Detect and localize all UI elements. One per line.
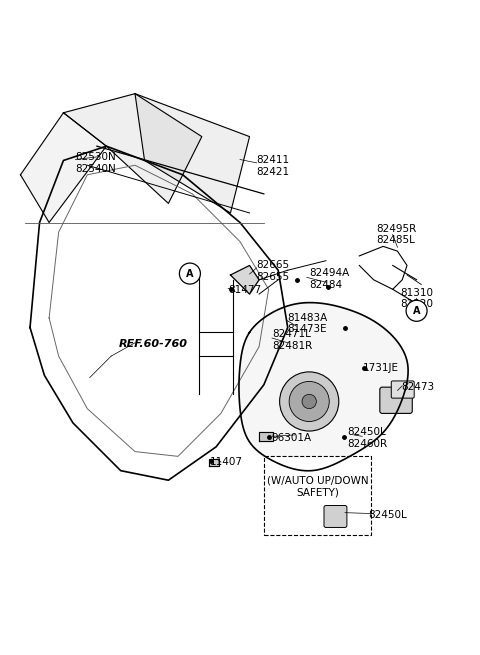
Text: (W/AUTO UP/DOWN
SAFETY): (W/AUTO UP/DOWN SAFETY) — [267, 476, 369, 497]
Polygon shape — [209, 458, 218, 466]
Text: A: A — [186, 269, 193, 278]
FancyBboxPatch shape — [391, 381, 414, 398]
Circle shape — [180, 263, 200, 284]
FancyBboxPatch shape — [264, 457, 372, 535]
Circle shape — [406, 300, 427, 322]
Text: 82450L: 82450L — [368, 510, 407, 519]
FancyBboxPatch shape — [380, 387, 412, 413]
Circle shape — [302, 394, 316, 409]
Text: 82530N
82540N: 82530N 82540N — [75, 152, 116, 174]
Text: 11407: 11407 — [210, 457, 243, 467]
FancyBboxPatch shape — [324, 506, 347, 527]
Text: 81477: 81477 — [228, 286, 261, 295]
Text: REF.60-760: REF.60-760 — [118, 339, 187, 349]
Polygon shape — [21, 113, 107, 223]
Text: 82665
82655: 82665 82655 — [257, 261, 290, 282]
Text: 82473: 82473 — [401, 382, 434, 392]
Circle shape — [280, 372, 339, 431]
Text: 82495R
82485L: 82495R 82485L — [376, 223, 416, 245]
Polygon shape — [239, 303, 408, 471]
Text: 1731JE: 1731JE — [363, 363, 399, 373]
Text: 82450L
82460R: 82450L 82460R — [348, 428, 387, 449]
Polygon shape — [135, 94, 250, 213]
Text: 82494A
82484: 82494A 82484 — [309, 268, 349, 290]
Text: 82411
82421: 82411 82421 — [257, 155, 290, 177]
Polygon shape — [259, 432, 274, 441]
Text: 81483A
81473E: 81483A 81473E — [287, 313, 327, 335]
Polygon shape — [230, 265, 259, 294]
Circle shape — [289, 381, 329, 422]
Text: 82471L
82481R: 82471L 82481R — [272, 329, 312, 350]
Text: A: A — [413, 306, 420, 316]
Text: 81310
81320: 81310 81320 — [400, 288, 433, 309]
Text: 96301A: 96301A — [271, 433, 311, 443]
Polygon shape — [63, 94, 202, 204]
